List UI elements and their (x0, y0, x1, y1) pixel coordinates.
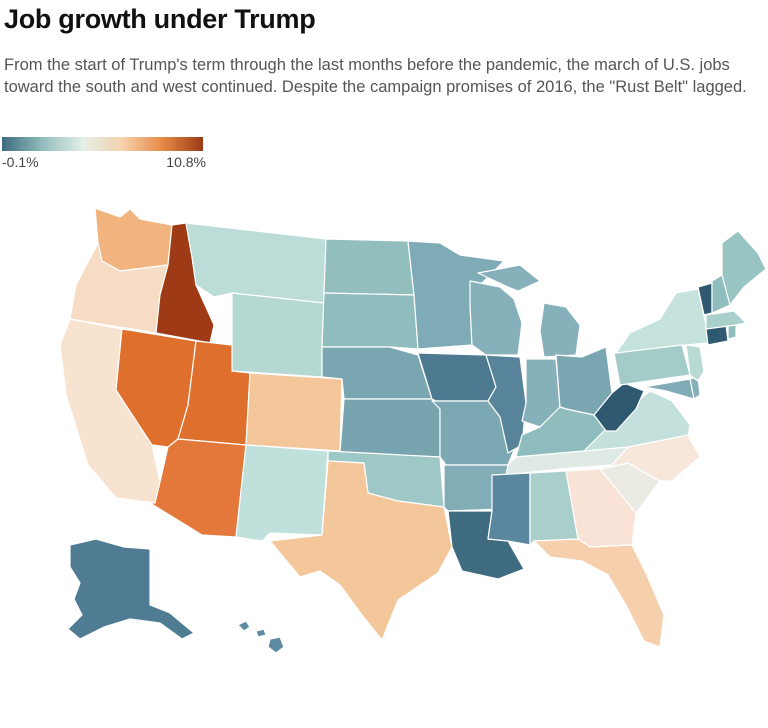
state-arizona[interactable] (149, 438, 247, 538)
state-wyoming[interactable] (231, 292, 325, 378)
state-west-virginia[interactable] (593, 382, 645, 432)
legend-gradient-bar (2, 137, 203, 151)
state-colorado[interactable] (245, 372, 343, 452)
state-washington[interactable] (94, 207, 173, 272)
color-legend: -0.1% 10.8% (2, 137, 206, 173)
legend-min-label: -0.1% (2, 154, 39, 170)
chart-subtitle: From the start of Trump's term through t… (4, 56, 747, 96)
state-montana[interactable] (185, 222, 327, 304)
state-new-york[interactable] (615, 288, 709, 354)
state-south-dakota[interactable] (321, 292, 419, 350)
state-alaska[interactable] (67, 538, 195, 640)
state-texas[interactable] (269, 460, 453, 641)
state-maryland[interactable] (643, 378, 695, 400)
state-new-jersey[interactable] (685, 344, 705, 382)
state-michigan[interactable] (477, 264, 581, 358)
state-new-mexico[interactable] (235, 444, 329, 542)
legend-max-label: 10.8% (166, 154, 206, 170)
state-north-dakota[interactable] (323, 238, 415, 296)
state-florida[interactable] (533, 538, 665, 648)
state-mississippi[interactable] (487, 472, 531, 546)
state-rhode-island[interactable] (727, 324, 737, 340)
state-maine[interactable] (721, 230, 767, 306)
state-hawaii[interactable] (237, 620, 285, 654)
state-illinois[interactable] (485, 354, 527, 454)
us-states-map (59, 207, 767, 654)
state-massachusetts[interactable] (705, 310, 747, 330)
state-wisconsin[interactable] (469, 280, 523, 356)
state-kansas[interactable] (339, 398, 441, 458)
chart-title: Job growth under Trump (4, 4, 316, 34)
